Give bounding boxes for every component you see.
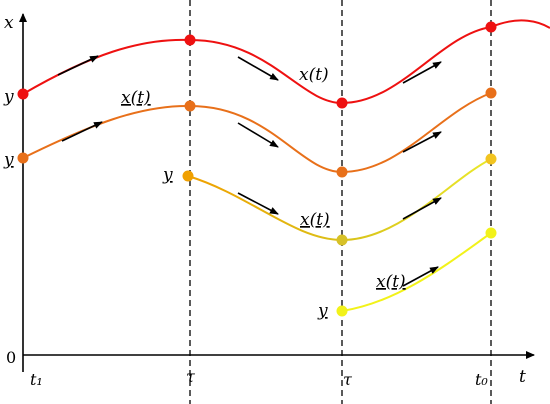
point-x-start [17,88,29,100]
point-x3-start [336,305,348,317]
tick-label-tau-2: τ [343,370,353,389]
start-label-x3: y [317,301,328,321]
points [17,21,497,317]
tick-label-t0: t₀ [475,370,488,389]
tangent-arrows [57,55,442,287]
point-x2-start [182,170,194,182]
y-axis-label: x [4,13,14,33]
point-x1-t0 [485,87,497,99]
curve-label-x1: x(t) [121,88,151,108]
point-x-tau2 [336,97,348,109]
point-x1-tau2 [336,166,348,178]
curve-x [22,19,550,105]
tangent-arrow [57,55,99,76]
tangent-arrow [237,192,279,215]
curve-x1 [22,92,492,174]
tick-label-tau-1: τ [186,367,196,386]
tangent-arrow [237,56,279,81]
point-x-tau1 [184,34,196,46]
point-x2-tau2 [336,234,348,246]
tangent-arrow [237,122,279,148]
tick-label-t1: t₁ [30,370,43,389]
tangent-arrow [402,61,442,84]
tangent-arrow [402,131,442,153]
x-axis-label: t [519,367,526,387]
tangent-arrow [61,121,103,142]
start-label-x2: y [162,165,173,185]
point-x3-t0 [485,227,497,239]
curve-x3 [341,232,492,312]
origin-label: 0 [6,348,16,367]
start-label-x1: y [3,150,14,170]
point-x1-tau1 [184,100,196,112]
curve-label-x2: x(t) [300,210,330,230]
point-x1-start [17,152,29,164]
point-x-t0 [485,21,497,33]
point-x2-t0 [485,153,497,165]
curve-label-x: x(t) [299,65,329,85]
curve-label-x3: x(t) [376,272,406,292]
start-label-x: y [3,87,14,107]
tangent-arrow [402,266,439,287]
tangent-arrow [402,197,442,220]
